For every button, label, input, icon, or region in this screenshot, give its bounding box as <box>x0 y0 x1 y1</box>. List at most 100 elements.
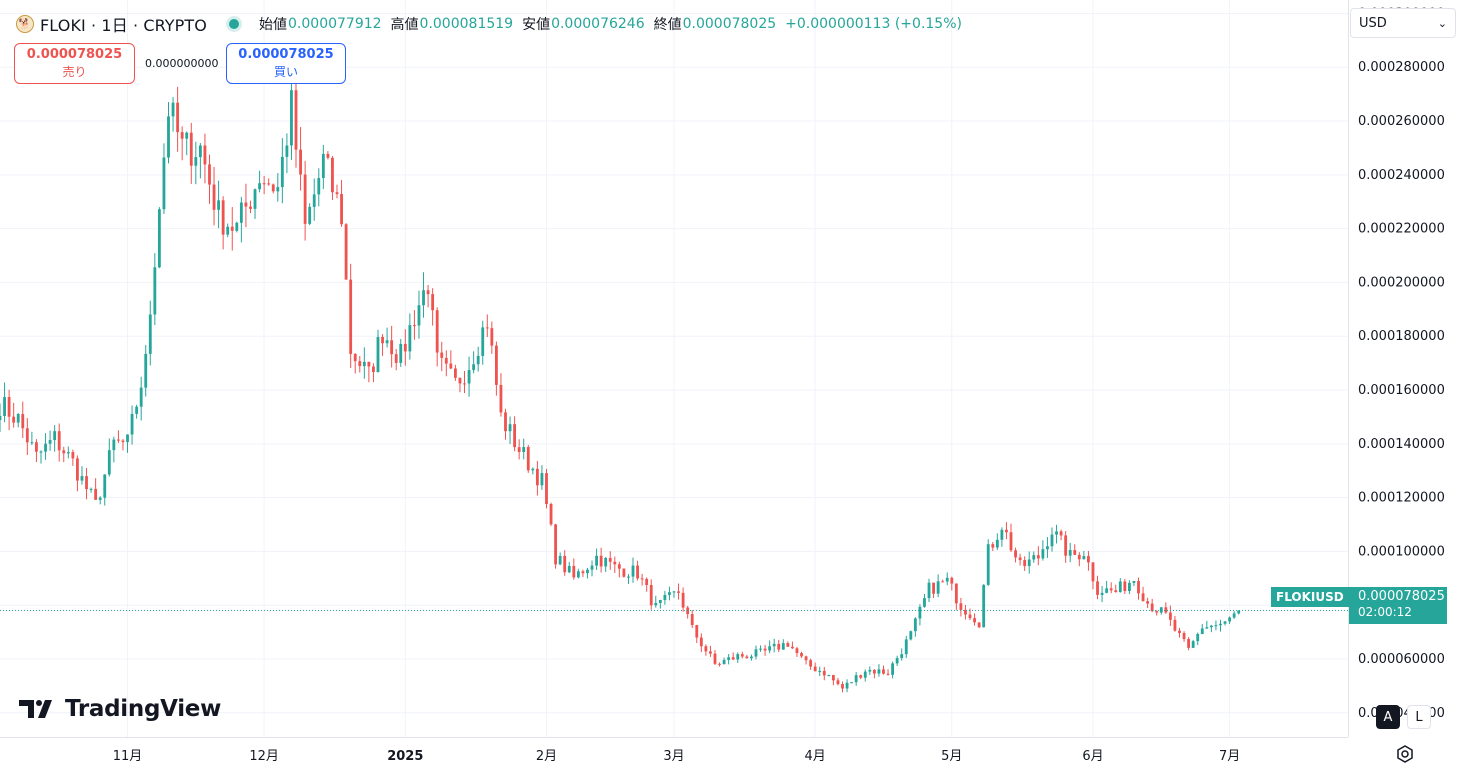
candle <box>326 151 330 160</box>
currency-select[interactable]: USD ⌄ <box>1350 8 1456 38</box>
price-axis[interactable]: 0.0000400000.0000600000.0000800000.00010… <box>1348 0 1465 737</box>
candlestick-chart[interactable] <box>0 0 1348 737</box>
candle <box>608 551 612 570</box>
candle-body <box>954 583 958 604</box>
candle <box>686 605 690 619</box>
time-tick-label: 2月 <box>536 749 557 764</box>
candle <box>909 630 913 641</box>
candle <box>1109 582 1113 594</box>
candle <box>1100 586 1104 603</box>
candle-body <box>959 603 963 610</box>
symbol-title[interactable]: FLOKI · 1日 · CRYPTO <box>40 16 208 35</box>
candle-body <box>504 412 507 432</box>
candle <box>1046 537 1049 558</box>
candle-body <box>704 646 708 652</box>
settings-gear-icon[interactable] <box>1395 744 1415 764</box>
candle-body <box>535 468 539 486</box>
candle-body <box>7 397 11 417</box>
price-tick-label: 0.000060000 <box>1358 652 1445 667</box>
price-tick-label: 0.000260000 <box>1358 114 1445 129</box>
candle-body <box>768 646 772 651</box>
candle <box>745 654 749 659</box>
candle-body <box>836 680 840 685</box>
candle-body <box>1196 633 1200 642</box>
candle-body <box>668 592 671 595</box>
candle <box>180 126 184 161</box>
candle-body <box>1000 529 1004 540</box>
candle-body <box>1237 610 1241 614</box>
candle-body <box>276 187 280 192</box>
candle <box>290 80 293 160</box>
candle-body <box>572 565 576 578</box>
price-tick-label: 0.000100000 <box>1358 544 1445 559</box>
candle-body <box>126 434 129 443</box>
buy-button[interactable]: 0.000078025 買い <box>226 43 346 84</box>
candle-body <box>895 658 899 664</box>
candle <box>1059 529 1063 541</box>
candle-body <box>422 290 425 306</box>
candle-body <box>818 670 822 672</box>
candle <box>94 478 98 500</box>
candle <box>62 446 66 463</box>
candle-body <box>340 194 343 225</box>
candle <box>1050 527 1054 552</box>
change-value: +0.000000113 (+0.15%) <box>785 16 962 32</box>
tradingview-logo[interactable]: TradingView <box>19 696 221 722</box>
candle <box>417 290 421 339</box>
candle <box>1141 586 1145 602</box>
candle <box>335 184 339 199</box>
candle <box>613 556 617 573</box>
candle <box>854 671 858 686</box>
candle-body <box>636 565 639 579</box>
candle-body <box>781 643 785 650</box>
candle-body <box>540 473 544 486</box>
candle-body <box>57 431 61 451</box>
candle-body <box>677 591 680 593</box>
candle <box>868 666 872 675</box>
candle-body <box>809 660 813 667</box>
candle-body <box>267 183 271 185</box>
auto-scale-button[interactable]: A <box>1376 705 1400 729</box>
candle <box>654 595 658 608</box>
candle <box>1032 551 1036 563</box>
candle-body <box>1073 550 1077 555</box>
candle-body <box>144 353 148 388</box>
symbol-price-tag: FLOKIUSD <box>1271 587 1349 607</box>
candle-body <box>622 568 626 577</box>
floki-coin-icon: 🐕 <box>16 15 34 33</box>
candle-body <box>390 340 394 355</box>
candle <box>918 604 922 626</box>
candle-body <box>44 443 47 452</box>
candle-body <box>21 414 25 429</box>
candle-body <box>253 189 257 209</box>
candle-body <box>71 452 75 459</box>
candle <box>463 371 466 394</box>
candle <box>750 654 753 661</box>
candle-body <box>66 452 70 454</box>
candle-body <box>12 416 16 423</box>
candle-body <box>1141 593 1145 602</box>
candle <box>522 438 526 460</box>
price-tick-label: 0.000160000 <box>1358 383 1445 398</box>
candle-body <box>567 565 571 573</box>
candle-body <box>563 555 567 573</box>
log-scale-button[interactable]: L <box>1407 705 1431 729</box>
candle-body <box>53 431 57 441</box>
candle-body <box>777 643 781 650</box>
candle-body <box>576 571 580 578</box>
candle-body <box>1018 557 1022 561</box>
candle <box>390 325 394 368</box>
candle <box>80 466 84 485</box>
candle <box>312 178 316 221</box>
candle <box>567 561 571 574</box>
candle-body <box>1109 588 1113 591</box>
candle <box>636 560 639 581</box>
chart-pane[interactable] <box>0 0 1348 737</box>
sell-button[interactable]: 0.000078025 売り <box>14 43 135 84</box>
candle-body <box>358 361 362 367</box>
candle-body <box>1159 607 1163 613</box>
time-axis[interactable]: 11月 12月 2025 2月 3月 4月 5月 6月 7月 <box>0 737 1348 777</box>
candle <box>1155 610 1159 616</box>
candle-body <box>463 383 466 385</box>
candle-body <box>185 132 189 139</box>
